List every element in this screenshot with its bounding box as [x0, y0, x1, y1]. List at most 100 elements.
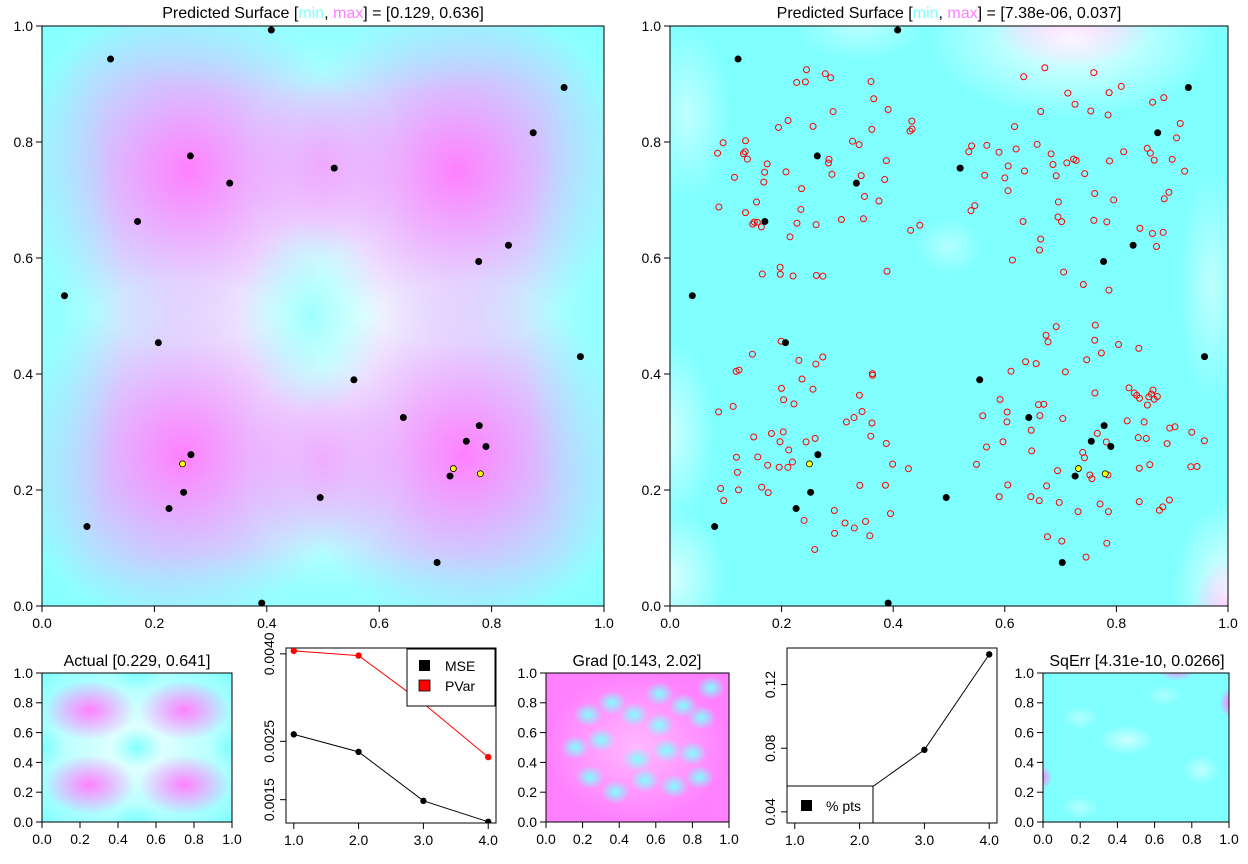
candidate-point: [812, 360, 820, 368]
mse-pvar-x-axis: 1.0 2.0 3.0 4.0: [284, 823, 498, 848]
candidate-point: [1032, 360, 1040, 368]
sqerr-y-axis: 0.0 0.2 0.4 0.6 0.8 1.0: [1015, 665, 1043, 830]
x-tick-label: 0.4: [609, 831, 629, 847]
candidate-point: [831, 529, 839, 537]
candidate-point: [850, 524, 858, 532]
candidate-point: [1104, 111, 1112, 119]
y-tick-label: 1.0: [642, 18, 662, 34]
candidate-point: [784, 117, 792, 125]
y-tick-label: 0.12: [762, 671, 778, 698]
x-tick-label: 0.4: [108, 831, 128, 847]
candidate-point: [809, 122, 817, 130]
candidate-point: [825, 155, 833, 163]
legend-swatch-pct-pts: [801, 800, 812, 811]
candidate-point: [775, 463, 783, 471]
candidate-point: [753, 198, 761, 206]
candidate-point: [742, 137, 750, 145]
series-point: [290, 731, 297, 738]
main-right-plot-area: [669, 25, 1229, 607]
candidate-point: [1052, 323, 1060, 331]
actual-panel: Actual [0.229, 0.641] 0.0 0.2 0.4 0.6 0.8 1.0…: [14, 653, 242, 847]
candidate-point: [1115, 340, 1123, 348]
candidate-point: [717, 485, 725, 493]
candidate-point: [1159, 228, 1167, 236]
design-point: [576, 353, 584, 361]
y-tick-label: 0.8: [14, 695, 34, 711]
candidate-point: [1035, 246, 1043, 254]
candidate-point: [743, 155, 751, 163]
x-tick-label: 4.0: [979, 832, 999, 848]
y-tick-label: 0.6: [14, 725, 34, 741]
candidate-point: [1028, 447, 1036, 455]
x-tick-label: 1.0: [1219, 831, 1239, 847]
y-tick-label: 0.2: [1015, 784, 1035, 800]
candidate-point: [819, 272, 827, 280]
candidate-point: [1135, 464, 1143, 472]
candidate-point: [1059, 415, 1067, 423]
candidate-point: [1049, 161, 1057, 169]
y-tick-label: 0.2: [518, 784, 538, 800]
grad-panel: Grad [0.143, 2.02] 0.0 0.2 0.4 0.6 0.8 1.0 0.…: [518, 653, 739, 847]
design-point: [1058, 559, 1066, 566]
candidate-point: [798, 375, 806, 383]
candidate-point: [1105, 286, 1113, 294]
candidate-point: [1091, 189, 1099, 197]
candidate-point: [1087, 107, 1095, 115]
x-tick-label: 0.0: [32, 831, 52, 847]
design-point: [350, 376, 358, 384]
candidate-point: [1053, 467, 1061, 475]
main-left-title: Predicted Surface [min, max] = [0.129, 0…: [162, 5, 484, 22]
candidate-point: [1136, 224, 1144, 232]
x-tick-label: 0.8: [1107, 615, 1127, 631]
candidate-point: [1001, 174, 1009, 182]
series-point: [420, 797, 427, 805]
candidate-point: [750, 218, 758, 226]
candidate-point: [867, 78, 875, 86]
design-point: [894, 26, 902, 34]
candidate-point: [1019, 218, 1027, 226]
candidate-point: [830, 507, 838, 515]
candidate-point: [1060, 268, 1068, 276]
y-tick-label: 1.0: [14, 665, 34, 681]
x-tick-label: 3.0: [414, 832, 434, 848]
main-left-y-axis: 0.0 0.2 0.4 0.6 0.8 1.0: [14, 18, 42, 614]
candidate-point: [850, 414, 858, 422]
candidate-point: [889, 460, 897, 468]
candidate-point: [793, 78, 801, 86]
candidate-point: [1102, 438, 1110, 446]
candidate-point: [1082, 553, 1090, 561]
design-point: [60, 292, 68, 300]
candidate-point: [819, 353, 827, 361]
candidate-point: [1135, 498, 1143, 506]
design-point: [1087, 437, 1095, 445]
candidate-point: [741, 148, 749, 156]
x-tick-label: 0.6: [146, 831, 166, 847]
candidate-point: [1093, 429, 1101, 437]
candidate-point: [802, 66, 810, 74]
candidate-point: [859, 215, 867, 223]
x-tick-label: 2.0: [349, 832, 369, 848]
candidate-point: [788, 458, 796, 466]
sqerr-x-axis: 0.0 0.2 0.4 0.6 0.8 1.0: [1033, 822, 1239, 847]
design-point: [529, 129, 537, 137]
design-point: [134, 217, 142, 225]
x-tick-label: 0.0: [1033, 831, 1053, 847]
candidate-point: [1091, 336, 1099, 344]
candidate-point: [782, 168, 790, 176]
new-point: [1101, 470, 1109, 478]
design-point: [226, 179, 234, 187]
design-point: [399, 414, 407, 421]
x-tick-label: 1.0: [594, 615, 614, 631]
candidate-point: [971, 202, 979, 210]
candidate-point: [776, 263, 784, 271]
candidate-point: [837, 215, 845, 223]
x-tick-label: 0.6: [646, 831, 666, 847]
grad-y-axis: 0.0 0.2 0.4 0.6 0.8 1.0: [518, 665, 546, 830]
x-tick-label: 3.0: [915, 832, 935, 848]
candidate-point: [1125, 384, 1133, 392]
design-point: [482, 443, 490, 450]
candidate-point: [732, 453, 740, 461]
candidate-point: [790, 400, 798, 408]
design-point: [107, 55, 115, 63]
